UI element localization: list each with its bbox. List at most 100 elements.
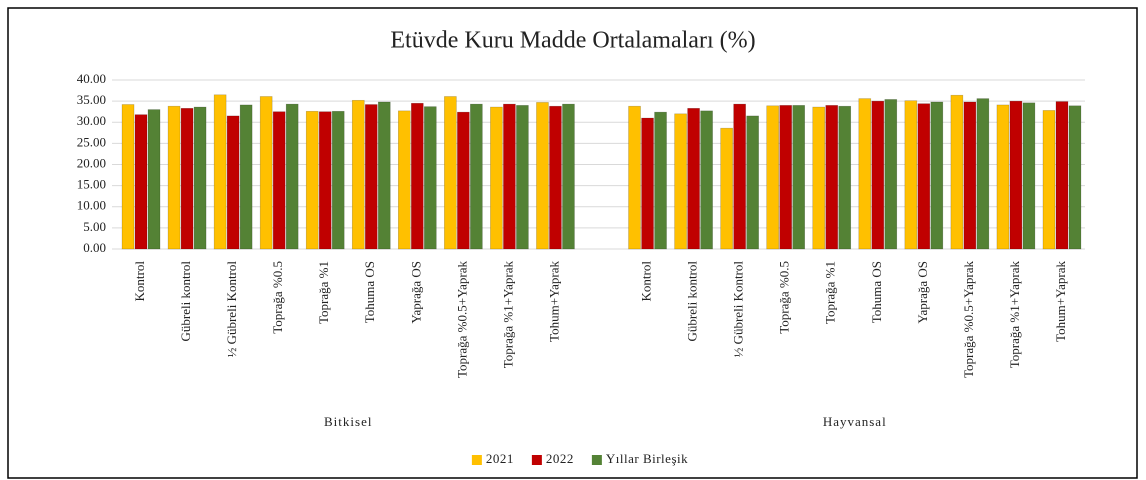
bar	[1022, 102, 1036, 250]
bar	[1042, 110, 1056, 250]
y-tick-label: 15.00	[77, 177, 106, 192]
x-tick-label: Gübreli kontrol	[685, 261, 700, 342]
y-tick-label: 0.00	[83, 240, 106, 255]
legend-swatch	[591, 455, 602, 465]
legend-label: Yıllar Birleşik	[606, 451, 688, 466]
bar	[490, 106, 503, 250]
x-tick-label: Gübreli kontrol	[178, 261, 193, 342]
legend-swatch	[531, 455, 542, 465]
bar	[996, 104, 1010, 250]
group-label: Hayvansal	[823, 414, 887, 429]
bar	[351, 99, 365, 250]
x-tick-label: Tohuma OS	[869, 261, 884, 323]
bar	[285, 103, 299, 250]
bar	[628, 105, 641, 250]
x-tick-label: Kontrol	[639, 261, 654, 302]
x-tick-label: Yaprağa OS	[915, 261, 930, 324]
x-tick-label: Kontrol	[132, 261, 147, 302]
bar	[331, 110, 345, 250]
bar	[134, 114, 148, 250]
bar	[884, 99, 898, 250]
y-tick-label: 30.00	[77, 113, 106, 128]
y-tick-label: 5.00	[83, 219, 106, 234]
bar	[641, 117, 654, 250]
legend-label: 2021	[486, 451, 514, 466]
bar	[904, 100, 918, 250]
x-tick-label: Tohum+Yaprak	[1053, 261, 1068, 342]
x-tick-label: Tohuma OS	[362, 261, 377, 323]
x-tick-label: ½ Gübreli Kontrol	[224, 261, 239, 358]
x-tick-label: Yaprağa OS	[408, 261, 423, 324]
bar	[549, 105, 562, 250]
bar	[457, 111, 470, 250]
bar	[917, 103, 931, 250]
y-tick-label: 20.00	[77, 155, 106, 170]
bar	[746, 115, 759, 250]
x-tick-label: Toprağa %1	[316, 261, 331, 324]
bar	[838, 105, 852, 250]
y-tick-label: 40.00	[77, 71, 106, 86]
y-tick-label: 25.00	[77, 134, 106, 149]
bar	[1009, 100, 1023, 250]
bar	[654, 111, 667, 250]
bar	[1068, 105, 1082, 250]
bar	[424, 106, 437, 250]
x-tick-label: Toprağa %0.5	[777, 261, 792, 334]
bar	[147, 109, 161, 250]
bar	[516, 105, 529, 250]
bar	[470, 103, 483, 250]
bar	[976, 98, 990, 250]
x-tick-label: Tohum+Yaprak	[546, 261, 561, 342]
bar	[792, 105, 805, 250]
bar	[733, 103, 746, 250]
bar	[963, 101, 977, 250]
x-tick-label: ½ Gübreli Kontrol	[731, 261, 746, 358]
x-tick-label: Toprağa %1+Yaprak	[500, 261, 515, 369]
bar	[825, 105, 839, 250]
x-tick-label: Toprağa %0.5	[270, 261, 285, 334]
x-tick-label: Toprağa %0.5+Yaprak	[961, 261, 976, 379]
chart-title: Etüvde Kuru Madde Ortalamaları (%)	[390, 28, 755, 54]
bar	[562, 103, 575, 250]
bar	[226, 115, 240, 250]
bar	[536, 102, 549, 250]
bar	[272, 111, 286, 250]
bar	[318, 111, 332, 250]
legend-swatch	[471, 455, 482, 465]
bar	[858, 98, 872, 250]
bar	[700, 110, 713, 250]
bar	[259, 96, 273, 250]
bar	[305, 110, 319, 250]
y-tick-label: 10.00	[77, 198, 106, 213]
bar	[871, 100, 885, 250]
bar	[167, 105, 181, 250]
bar	[503, 103, 516, 250]
x-tick-label: Toprağa %1+Yaprak	[1007, 261, 1022, 369]
bar	[444, 96, 457, 250]
bar	[377, 101, 391, 250]
bar	[239, 104, 253, 250]
bar	[779, 105, 792, 250]
bar	[180, 108, 194, 250]
bar	[930, 101, 944, 250]
bar	[687, 108, 700, 250]
bar	[213, 94, 227, 250]
bar	[720, 127, 733, 250]
bar	[121, 104, 135, 250]
group-label: Bitkisel	[324, 414, 372, 429]
bar	[1055, 101, 1069, 250]
x-tick-label: Toprağa %1	[823, 261, 838, 324]
bar	[193, 106, 207, 250]
y-tick-label: 35.00	[77, 92, 106, 107]
x-tick-label: Toprağa %0.5+Yaprak	[454, 261, 469, 379]
bar	[950, 94, 964, 250]
legend-label: 2022	[546, 451, 574, 466]
bar	[766, 105, 779, 250]
bar	[364, 104, 378, 250]
bar	[398, 110, 411, 250]
bar	[674, 113, 687, 250]
bar	[812, 106, 826, 250]
bar	[411, 102, 424, 250]
